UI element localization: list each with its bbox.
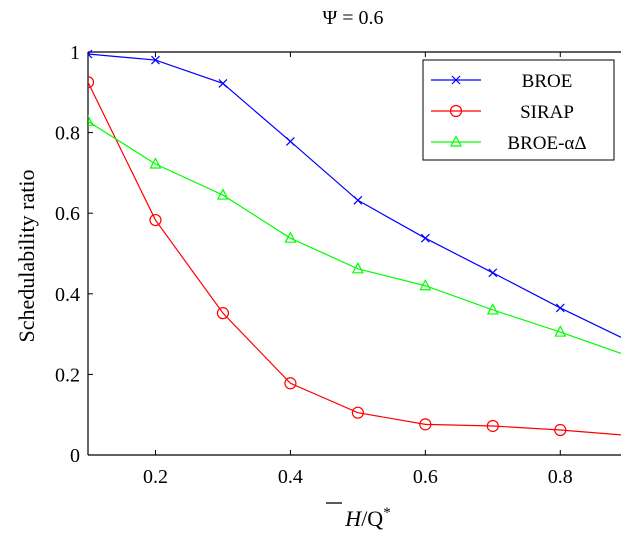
marker-stroke bbox=[451, 75, 461, 85]
data-point-broe-alpha-delta bbox=[284, 231, 297, 243]
marker-stroke bbox=[88, 49, 93, 55]
legend-marker-broe bbox=[451, 75, 461, 85]
x-axis-label: H/Q* bbox=[344, 505, 390, 531]
plot-area: 0.2 0.4 0.6 0.8 0 0.2 0.4 0.6 0.8 1 bbox=[55, 42, 621, 488]
marker-stroke bbox=[151, 55, 160, 65]
y-tick-label: 0.4 bbox=[55, 284, 80, 306]
marker-stroke bbox=[218, 79, 228, 88]
data-point-sirap bbox=[419, 418, 432, 431]
data-point-sirap bbox=[216, 307, 230, 320]
x-tick-label: 0.4 bbox=[278, 466, 303, 488]
marker-stroke bbox=[488, 268, 498, 278]
data-point-broe bbox=[218, 79, 228, 88]
marker-stroke bbox=[555, 303, 565, 313]
y-tick-label: 0.8 bbox=[55, 123, 80, 145]
chart-title: Ψ = 0.6 bbox=[322, 7, 383, 29]
y-axis-label: Schedulability ratio bbox=[14, 170, 39, 343]
x-tick-label: 0.6 bbox=[413, 466, 438, 488]
data-point-broe-alpha-delta bbox=[149, 157, 162, 169]
marker-stroke bbox=[285, 137, 295, 146]
data-point-broe bbox=[488, 268, 498, 278]
data-point-broe bbox=[420, 233, 430, 243]
legend-box bbox=[422, 59, 615, 161]
series-broe bbox=[88, 49, 621, 338]
data-point-broe bbox=[285, 137, 295, 146]
data-point-sirap bbox=[554, 423, 567, 437]
data-point-sirap bbox=[149, 213, 162, 227]
legend-label-broe: BROE bbox=[522, 71, 573, 92]
data-point-broe-alpha-delta bbox=[351, 262, 364, 274]
data-point-broe-alpha-delta bbox=[88, 114, 94, 126]
x-tick-label: 0.8 bbox=[548, 466, 573, 488]
data-point-broe-alpha-delta bbox=[554, 325, 567, 337]
data-point-broe bbox=[151, 55, 160, 65]
marker-stroke bbox=[88, 53, 93, 59]
marker-stroke bbox=[353, 195, 363, 205]
data-point-broe-alpha-delta bbox=[419, 278, 432, 291]
y-tick-label: 1 bbox=[70, 42, 80, 64]
data-point-broe-alpha-delta bbox=[486, 303, 499, 315]
data-point-sirap bbox=[351, 406, 364, 419]
x-axis-label-overline-part: H bbox=[344, 506, 362, 531]
series-sirap bbox=[88, 76, 621, 437]
data-point-broe bbox=[88, 49, 93, 59]
x-axis-label-rest: /Q bbox=[361, 506, 383, 531]
legend-marker-sirap bbox=[449, 104, 463, 118]
data-point-sirap bbox=[284, 377, 297, 390]
y-tick-label: 0 bbox=[70, 445, 80, 467]
data-point-broe bbox=[353, 195, 363, 205]
legend: BROE SIRAP BROE-αΔ bbox=[422, 59, 615, 161]
data-point-sirap bbox=[486, 419, 499, 433]
marker-stroke bbox=[420, 233, 430, 243]
legend-marker-broe-alpha-delta bbox=[450, 135, 462, 147]
x-tick-label: 0.2 bbox=[143, 466, 168, 488]
data-point-broe bbox=[555, 303, 565, 313]
x-axis-label-sup: * bbox=[383, 505, 391, 521]
series-line-sirap bbox=[88, 81, 621, 436]
data-point-broe-alpha-delta bbox=[216, 188, 229, 200]
legend-label-sirap: SIRAP bbox=[520, 102, 574, 123]
series-line-broe-alpha-delta bbox=[88, 120, 621, 355]
data-point-sirap bbox=[88, 76, 95, 89]
legend-label-broe-alpha-delta: BROE-αΔ bbox=[507, 133, 586, 154]
series-broe-alpha-delta bbox=[88, 114, 621, 355]
y-tick-label: 0.6 bbox=[55, 203, 80, 225]
y-tick-label: 0.2 bbox=[55, 364, 80, 386]
